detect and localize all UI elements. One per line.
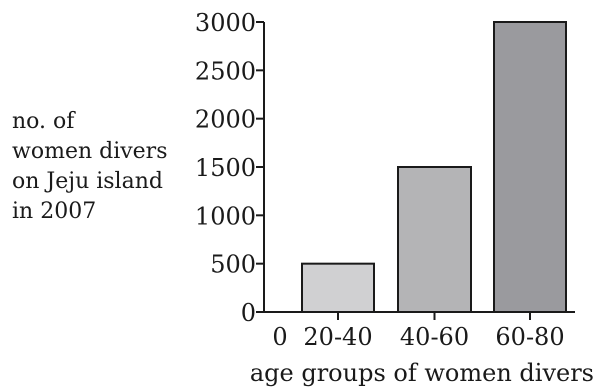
bars	[301, 21, 567, 313]
y-tick-label: 1000	[195, 202, 256, 230]
y-axis-label-line: on Jeju island	[12, 169, 163, 194]
y-axis-label-line: women divers	[12, 139, 168, 164]
x-tick-label: 60-80	[495, 323, 564, 351]
x-axis-label: age groups of women divers	[250, 359, 594, 387]
y-tick-label: 3000	[195, 9, 256, 37]
y-tick-label: 2000	[195, 106, 256, 134]
y-tick-label: 500	[210, 251, 256, 279]
bar-40-60	[397, 166, 472, 313]
y-axis-ticks: 0 500 1000 1500 2000 2500 3000	[195, 9, 264, 327]
y-axis-label-line: no. of	[12, 109, 76, 134]
x-axis-ticks: 0 20-40 40-60 60-80	[272, 312, 565, 351]
y-tick-label: 2500	[195, 57, 256, 85]
x-tick-label: 20-40	[303, 323, 372, 351]
y-axis-label-line: in 2007	[12, 199, 96, 224]
x-tick-label: 40-60	[400, 323, 469, 351]
y-tick-label: 0	[241, 299, 256, 327]
bar-60-80	[493, 21, 567, 313]
bar-20-40	[301, 262, 375, 313]
x-origin-label: 0	[272, 323, 287, 351]
y-axis-label: no. of women divers on Jeju island in 2007	[12, 109, 168, 224]
axes	[263, 22, 575, 313]
y-tick-label: 1500	[195, 154, 256, 182]
